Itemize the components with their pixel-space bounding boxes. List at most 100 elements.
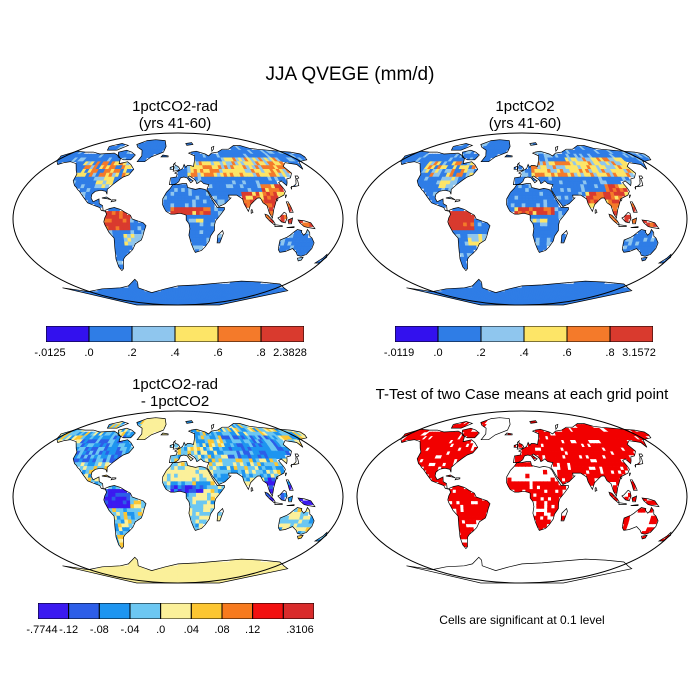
panel-b-coastline-26 xyxy=(461,149,480,161)
panel-c-coastline-21 xyxy=(110,477,117,481)
panel-a-coastline-11 xyxy=(294,175,300,180)
panel-d-cell-275 xyxy=(531,446,536,452)
panel-a-cell-858 xyxy=(203,230,208,235)
panel-c-cell-572 xyxy=(170,466,175,471)
panel-a-coastline-12 xyxy=(264,213,276,226)
colorbar-b-label-0: -.0119 xyxy=(383,347,415,359)
panel-c-cell-831 xyxy=(122,504,128,509)
panel-c-cell-609 xyxy=(170,469,175,475)
panel-a-cell-611 xyxy=(177,191,182,197)
colorbar-c-label-5: .04 xyxy=(183,624,199,636)
panel-b-cell-773 xyxy=(532,214,537,220)
panel-c-cell-655 xyxy=(202,473,208,479)
panel-a-cell-538 xyxy=(177,184,182,189)
panel-a-cell-610 xyxy=(174,191,179,197)
panel-c-cell-679 xyxy=(181,477,186,482)
panel-b-colorbar-labels: -.0119.0.2.4.6.8 3.1572 xyxy=(384,347,656,361)
panel-a-cell-757 xyxy=(196,211,201,216)
panel-c-cell-732 xyxy=(188,485,193,490)
panel-c-cell-769 xyxy=(118,492,124,498)
panel-b-cell-650 xyxy=(528,195,534,201)
panel-b-map-border xyxy=(356,132,688,306)
panel-c-cell-808 xyxy=(115,500,120,505)
panel-a-cell-893 xyxy=(191,237,197,243)
panel-c-cell-813 xyxy=(133,500,139,505)
panel-c-cell-615 xyxy=(191,469,197,475)
panel-b-cell-873 xyxy=(536,234,541,239)
colorbar-c-swatch-2 xyxy=(98,603,131,619)
panel-b-cell-730 xyxy=(525,207,530,212)
panel-b-cell-756 xyxy=(536,211,541,216)
panel-a-cell-709 xyxy=(192,203,197,208)
panel-b-cell-786 xyxy=(455,218,460,224)
panel-c-cell-785 xyxy=(107,496,113,502)
panel-c-cell-740 xyxy=(217,485,223,490)
panel-a-cell-936 xyxy=(198,245,204,250)
panel-c-cell-1284 xyxy=(94,577,114,582)
panel-b-cell-933 xyxy=(472,245,478,250)
panel-a-cell-829 xyxy=(115,226,121,231)
panel-b-cell-841 xyxy=(547,226,552,231)
panel-a-cell-857 xyxy=(199,230,204,235)
panel-c-cell-841 xyxy=(203,504,208,509)
panel-a-coastline-6 xyxy=(62,278,289,306)
panel-b-cell-893 xyxy=(535,237,541,243)
panel-a-cell-690 xyxy=(220,199,226,204)
panel-b-cell-735 xyxy=(543,207,548,212)
colorbar-c-label-8: .3106 xyxy=(286,624,314,636)
panel-b-cell-813 xyxy=(477,222,483,227)
panel-d-cell-398 xyxy=(514,458,519,463)
panel-b-cell-835 xyxy=(481,226,486,231)
panel-a-cell-359 xyxy=(183,168,189,174)
panel-b-cell-832 xyxy=(470,226,476,231)
panel-b-cell-1412 xyxy=(512,302,519,305)
colorbar-a-label-3: .4 xyxy=(170,347,180,359)
panel-b-cell-733 xyxy=(536,207,541,212)
panel-c-cell-683 xyxy=(195,477,201,482)
panel-a-cell-1414 xyxy=(171,302,176,305)
panel-b-cell-709 xyxy=(536,203,541,208)
panel-b-cell-834 xyxy=(477,226,483,231)
panel-c-cell-895 xyxy=(199,515,204,521)
panel-c-cell-678 xyxy=(177,477,182,482)
panel-b-cell-656 xyxy=(550,195,555,201)
panel-d-cell-273 xyxy=(524,446,529,452)
panel-a-title-line1: 1pctCO2-rad xyxy=(132,98,218,115)
panel-c-coastline-23 xyxy=(285,472,287,477)
panel-c-cell-575 xyxy=(181,466,186,471)
panel-b-coastline-11 xyxy=(638,175,644,180)
panel-b-cell-732 xyxy=(532,207,537,212)
panel-a-cell-750 xyxy=(170,211,175,216)
panel-b-cell-868 xyxy=(470,234,476,239)
panel-a-cell-785 xyxy=(107,218,113,224)
panel-b-cell-770 xyxy=(466,214,471,220)
panel-b-cell-822 xyxy=(554,222,559,227)
panel-a-cell-917 xyxy=(198,241,204,247)
panel-a-cell-653 xyxy=(195,195,200,201)
panel-a-cell-655 xyxy=(202,195,208,201)
panel-b-coastline-6 xyxy=(406,278,633,306)
panel-a-cell-855 xyxy=(192,230,197,235)
panel-b-cell-823 xyxy=(645,222,651,227)
panel-c-cell-915 xyxy=(191,519,197,525)
colorbar-c-label-3: -.04 xyxy=(120,624,140,636)
panel-a-cell-767 xyxy=(111,214,116,220)
panel-b-cell-759 xyxy=(547,211,552,216)
panel-a-cell-731 xyxy=(185,207,190,212)
panel-b-cell-771 xyxy=(470,214,475,220)
panel-b-cell-574 xyxy=(521,188,526,193)
panel-c-cell-654 xyxy=(199,473,204,479)
panel-a-cell-674 xyxy=(163,199,168,204)
panel-c-cell-829 xyxy=(115,504,121,509)
panel-c-cell-674 xyxy=(163,477,168,482)
panel-c-cell-729 xyxy=(177,485,183,490)
panel-c-cell-735 xyxy=(199,485,204,490)
panel-c-cell-874 xyxy=(195,512,201,517)
panel-c-cell-1285 xyxy=(96,577,116,582)
panel-a-cell-1058 xyxy=(175,287,179,292)
panel-a-cell-843 xyxy=(210,226,215,231)
panel-c-cell-857 xyxy=(199,508,204,513)
panel-a-cell-820 xyxy=(203,222,208,227)
panel-c-cell-876 xyxy=(202,512,208,517)
panel-c-cell-868 xyxy=(126,512,132,517)
